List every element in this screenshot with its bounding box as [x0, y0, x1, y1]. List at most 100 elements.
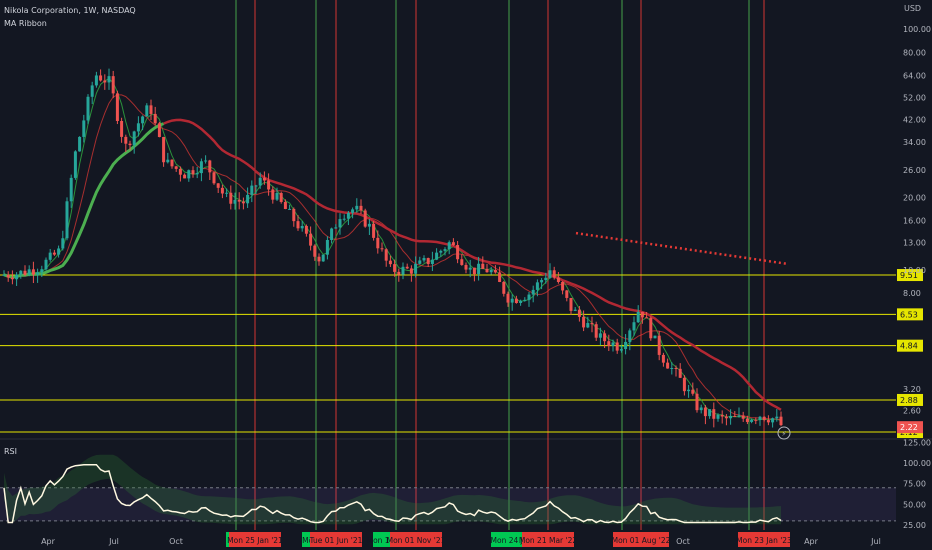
- candle-body-79: [334, 227, 338, 229]
- candle-body-154: [649, 317, 653, 339]
- candle-body-128: [540, 280, 544, 283]
- candle-body-95: [401, 266, 405, 275]
- candle-body-152: [640, 311, 644, 318]
- candle-body-51: [216, 183, 220, 188]
- candle-body-164: [691, 389, 695, 394]
- candle-body-73: [309, 233, 313, 246]
- y-tick-16.00: 16.00: [903, 217, 926, 226]
- candle-body-97: [409, 268, 413, 274]
- date-tag-7: [491, 532, 527, 547]
- candle-body-90: [380, 248, 384, 250]
- candle-body-74: [313, 245, 317, 257]
- candle-body-184: [775, 416, 779, 419]
- candle-body-103: [435, 252, 439, 260]
- candle-body-178: [750, 419, 754, 422]
- candle-body-136: [573, 309, 577, 311]
- candle-body-138: [582, 316, 586, 328]
- symbol-title[interactable]: Nikola Corporation, 1W, NASDAQ: [4, 6, 136, 15]
- ma-slow-red-line: [163, 118, 782, 411]
- candle-body-165: [695, 393, 699, 411]
- candle-body-20: [86, 96, 90, 121]
- date-tag-label-12: Mon 23 Jan '23: [736, 536, 792, 545]
- y-tick-52.00: 52.00: [903, 93, 926, 102]
- candle-body-155: [653, 335, 657, 339]
- candle-body-45: [191, 170, 195, 175]
- candle-body-114: [481, 263, 485, 269]
- chart-legend: Nikola Corporation, 1W, NASDAQ MA Ribbon: [4, 4, 136, 30]
- candle-body-139: [586, 323, 590, 328]
- candle-body-58: [246, 194, 250, 204]
- candle-body-33: [141, 116, 145, 124]
- candle-body-38: [162, 137, 166, 163]
- candle-body-143: [603, 333, 607, 342]
- level-tag-4.84: [897, 339, 923, 352]
- ma-mid-line: [3, 94, 782, 421]
- candle-body-169: [712, 409, 716, 419]
- candle-body-162: [682, 377, 686, 392]
- candle-body-36: [153, 113, 157, 124]
- candle-body-113: [477, 263, 481, 275]
- candle-body-24: [103, 80, 107, 83]
- candle-body-127: [535, 282, 539, 290]
- candle-body-49: [208, 160, 212, 173]
- y-tick-42.00: 42.00: [903, 116, 926, 125]
- y-tick-20.00: 20.00: [903, 193, 926, 202]
- candle-body-19: [82, 120, 86, 137]
- x-tick-Apr-0: Apr: [41, 537, 56, 546]
- x-tick-Jul-1: Jul: [108, 537, 119, 546]
- candle-body-150: [632, 322, 636, 331]
- candle-body-100: [422, 258, 426, 261]
- last-price-tag: [897, 421, 923, 434]
- candle-body-161: [678, 368, 682, 378]
- candle-body-40: [170, 159, 174, 167]
- y-tick-2.60: 2.60: [903, 407, 921, 416]
- candle-body-75: [317, 256, 321, 262]
- candle-body-31: [132, 131, 136, 146]
- rsi-tick-125.00: 125.00: [903, 438, 931, 447]
- candle-body-4: [19, 270, 23, 275]
- candle-body-160: [674, 368, 678, 370]
- date-tag-label-6: Mon 01 Nov '21: [387, 536, 446, 545]
- candle-body-29: [124, 136, 128, 144]
- candle-body-118: [498, 272, 502, 282]
- candle-body-168: [708, 409, 712, 417]
- candle-body-5: [23, 270, 27, 275]
- candle-body-98: [414, 263, 418, 274]
- rsi-tick-75.00: 75.00: [903, 480, 926, 489]
- candle-body-179: [754, 419, 758, 421]
- candle-body-146: [615, 342, 619, 351]
- level-tag-6.53: [897, 308, 923, 321]
- candle-body-92: [388, 260, 392, 265]
- candle-body-185: [779, 416, 783, 426]
- candle-body-50: [212, 172, 216, 184]
- indicator-label[interactable]: MA Ribbon: [4, 19, 47, 28]
- date-tag-label-8: Mon 21 Mar '22: [519, 536, 577, 545]
- candle-body-28: [120, 120, 124, 137]
- candle-body-60: [254, 185, 258, 187]
- candle-body-181: [762, 416, 766, 421]
- candle-body-42: [178, 168, 182, 175]
- candle-body-56: [237, 200, 241, 202]
- candle-body-37: [157, 123, 161, 138]
- candle-body-94: [397, 271, 401, 275]
- candle-body-166: [699, 407, 703, 411]
- date-tag-label-2: Mon 25 Jan '21: [227, 536, 283, 545]
- candle-body-89: [376, 237, 380, 249]
- candle-body-22: [94, 75, 98, 86]
- candle-body-0: [2, 274, 6, 276]
- candle-body-151: [636, 311, 640, 323]
- projection-dotted-line: [575, 231, 787, 265]
- candle-body-96: [405, 266, 409, 269]
- candle-body-53: [225, 192, 229, 194]
- date-tag-6: [390, 532, 442, 547]
- rsi-tick-100.00: 100.00: [903, 459, 931, 468]
- candle-body-137: [577, 309, 581, 317]
- candle-body-123: [519, 300, 523, 303]
- candle-body-26: [111, 76, 115, 94]
- candle-body-14: [61, 238, 65, 249]
- candle-body-35: [149, 105, 153, 114]
- rsi-label[interactable]: RSI: [4, 447, 17, 456]
- candle-body-43: [183, 174, 187, 179]
- candle-body-174: [733, 415, 737, 417]
